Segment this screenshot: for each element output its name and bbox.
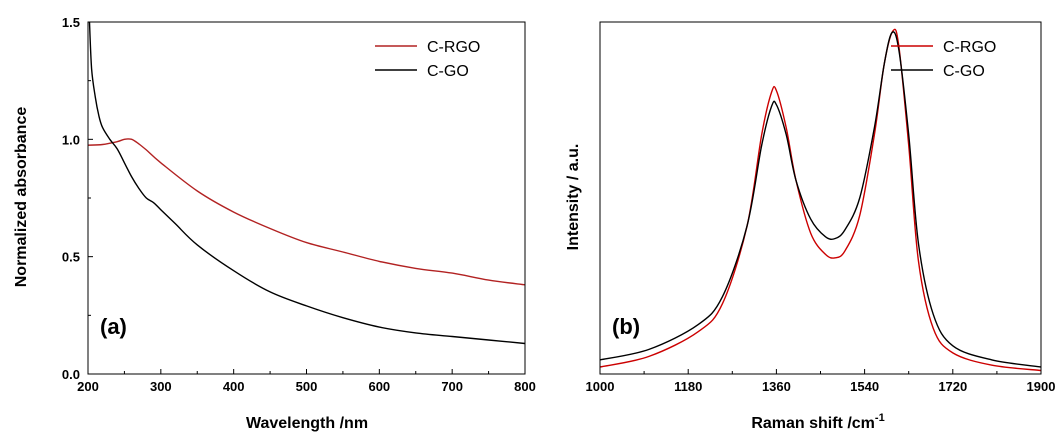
y-axis-title-a: Normalized absorbance bbox=[13, 107, 30, 288]
plot-frame-a bbox=[87, 21, 526, 375]
axis-ticks-b: 1000 1180 1360 1540 1720 1900 bbox=[586, 369, 1056, 394]
legend-label-c-rgo: C-RGO bbox=[427, 39, 480, 56]
panel-label-a: (a) bbox=[100, 314, 127, 339]
x-tick-label: 800 bbox=[514, 379, 536, 394]
series-line-c-go bbox=[88, 22, 525, 345]
x-tick-label: 700 bbox=[441, 379, 463, 394]
legend-a: C-RGO C-GO bbox=[375, 39, 480, 80]
plot-frame-b bbox=[599, 21, 1042, 375]
x-tick-label: 200 bbox=[77, 379, 99, 394]
y-tick-label: 1.5 bbox=[62, 15, 80, 30]
series-line-c-rgo bbox=[600, 28, 1041, 372]
y-tick-label: 1.0 bbox=[62, 132, 80, 147]
x-axis-title-b: Raman shift /cm-1 bbox=[751, 412, 884, 432]
x-tick-label: 1360 bbox=[762, 379, 791, 394]
x-axis-title-a: Wavelength /nm bbox=[246, 415, 368, 432]
x-tick-label: 1540 bbox=[850, 379, 879, 394]
y-axis-title-b: Intensity / a.u. bbox=[565, 144, 582, 251]
x-tick-label: 500 bbox=[296, 379, 318, 394]
x-tick-label: 1900 bbox=[1027, 379, 1056, 394]
series-line-c-go bbox=[600, 31, 1041, 368]
x-tick-label: 400 bbox=[223, 379, 245, 394]
chart-panel-b: Intensity / a.u. Raman shift /cm-1 (b) 1… bbox=[565, 21, 1056, 432]
x-tick-label: 600 bbox=[368, 379, 390, 394]
legend-label-c-go: C-GO bbox=[427, 63, 469, 80]
series-line-c-rgo bbox=[88, 138, 525, 286]
y-tick-label: 0.5 bbox=[62, 250, 80, 265]
legend-label-c-rgo: C-RGO bbox=[943, 39, 996, 56]
series-group-a bbox=[88, 22, 525, 345]
legend-label-c-go: C-GO bbox=[943, 63, 985, 80]
legend-b: C-RGO C-GO bbox=[891, 39, 996, 80]
x-tick-label: 300 bbox=[150, 379, 172, 394]
chart-panel-a: Normalized absorbance Wavelength /nm (a)… bbox=[13, 15, 536, 432]
series-group-b bbox=[600, 28, 1041, 372]
y-tick-label: 0.0 bbox=[62, 367, 80, 382]
x-axis-title-b-superscript: -1 bbox=[875, 412, 885, 424]
panel-label-b: (b) bbox=[612, 314, 640, 339]
x-tick-label: 1720 bbox=[938, 379, 967, 394]
x-axis-title-b-text: Raman shift /cm bbox=[751, 415, 875, 432]
x-tick-label: 1180 bbox=[674, 379, 702, 394]
x-tick-label: 1000 bbox=[586, 379, 615, 394]
